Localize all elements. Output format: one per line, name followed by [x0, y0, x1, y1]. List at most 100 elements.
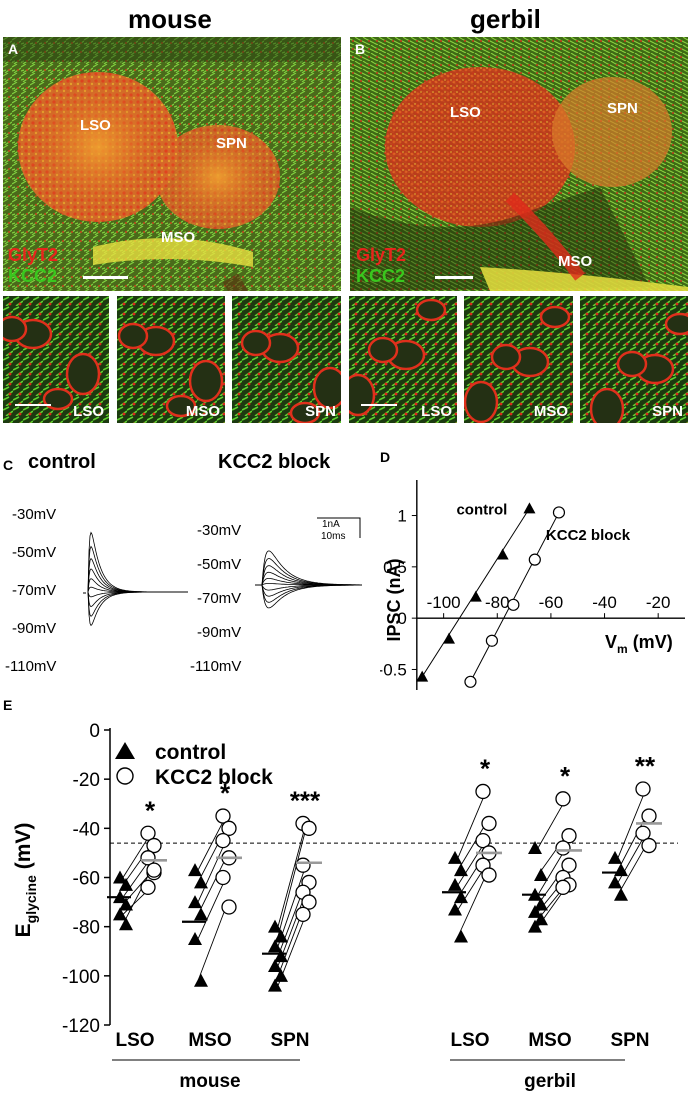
kcc2-block-point [635, 781, 651, 797]
control-point [469, 590, 482, 602]
inset-region-label: LSO [73, 403, 104, 420]
control-point [416, 670, 429, 682]
control-point [448, 902, 462, 916]
kcc2-block-point [301, 820, 317, 836]
pair-line [197, 840, 227, 903]
pair-line [617, 815, 647, 871]
kcc2-block-point [481, 815, 497, 832]
block-series-label: KCC2 block [546, 527, 631, 544]
x-tick-label: -60 [539, 593, 564, 612]
kcc2-block-point [221, 899, 237, 915]
pair-line [197, 877, 227, 940]
control-point [528, 919, 542, 933]
y-tick-label: -60 [73, 869, 100, 890]
kcc2-block-point [552, 506, 566, 519]
control-point [523, 502, 536, 514]
kcc2-block-point [561, 828, 577, 844]
group-label-gerbil: gerbil [524, 1071, 576, 1092]
significance-marker: * [220, 778, 231, 808]
control-point [454, 863, 468, 877]
category-label: SPN [610, 1030, 649, 1051]
y-tick-label: 1 [397, 507, 406, 526]
control-point [119, 877, 133, 891]
control-point [443, 632, 455, 644]
inset-region-label: SPN [652, 403, 683, 420]
y-tick-label: 0 [397, 609, 406, 628]
y-tick-label: -20 [73, 770, 100, 791]
y-axis-title: Eglycine (mV) [12, 823, 39, 938]
inset-micrograph: MSO [117, 296, 225, 423]
panel-d-chart: D 1 0.5 0 -0.5 -100 -80 -60 -40 -20 IPSC (nA) Vm (m… [380, 450, 685, 690]
panel-a-scale-bar [83, 276, 128, 279]
x-tick-label: -20 [646, 593, 671, 612]
pair-line [277, 828, 307, 937]
control-point [188, 931, 202, 945]
x-axis-title: Vm (mV) [605, 632, 673, 656]
group-label-mouse: mouse [179, 1071, 240, 1092]
pair-line [617, 845, 647, 895]
inset-micrograph: LSO [3, 296, 109, 423]
x-tick-label: -40 [592, 593, 617, 612]
current-trace [87, 568, 188, 593]
pair-line [457, 874, 487, 937]
control-point [454, 929, 468, 943]
control-point [274, 968, 288, 982]
mouse-column-title: mouse [128, 4, 212, 34]
y-tick-label: 0 [89, 721, 100, 742]
current-trace [261, 584, 362, 609]
control-point [188, 863, 202, 877]
control-point [528, 841, 542, 854]
control-traces [87, 531, 188, 627]
kcc2-block-point [215, 832, 231, 849]
inset-region-label: MSO [185, 403, 220, 420]
block-voltage-label: -50mV [197, 556, 241, 573]
control-point [534, 897, 548, 911]
control-point [614, 863, 628, 877]
panel-c-control-title: control [28, 451, 96, 473]
kcc2-block-point [221, 820, 237, 836]
kcc2-block-point [215, 869, 231, 886]
panel-a-spn-label: SPN [216, 135, 247, 152]
panel-b-glyt2-label: GlyT2 [356, 245, 407, 265]
control-point [448, 877, 462, 891]
pair-line [457, 791, 487, 859]
control-point [268, 939, 282, 953]
legend-control-label: control [155, 741, 226, 764]
control-point [188, 895, 202, 909]
kcc2-block-point [641, 837, 657, 854]
panel-b-spn-label: SPN [607, 100, 638, 117]
significance-marker: * [480, 753, 491, 783]
kcc2-block-point [528, 553, 541, 566]
kcc2-block-point [555, 791, 571, 807]
control-point [274, 929, 288, 943]
kcc2-block-point [146, 862, 162, 878]
kcc2-block-point [215, 808, 231, 824]
inset-region-label: SPN [305, 403, 336, 420]
y-tick-label: -40 [73, 819, 100, 840]
block-voltage-label: -110mV [190, 658, 241, 675]
category-label: MSO [528, 1030, 571, 1051]
y-tick-label: -100 [62, 967, 100, 988]
panel-c-label: C [3, 457, 14, 473]
block-voltage-label: -30mV [197, 522, 241, 539]
control-point [454, 890, 468, 904]
category-label: LSO [115, 1030, 154, 1051]
panel-b-kcc2-label: KCC2 [356, 266, 406, 286]
inset-micrograph: SPN [580, 296, 688, 423]
legend-block-marker [116, 767, 134, 785]
control-point [194, 973, 208, 987]
kcc2-block-point [140, 879, 156, 895]
significance-marker: ** [635, 751, 656, 781]
kcc2-block-point [555, 840, 571, 856]
kcc2-block-point [555, 879, 571, 895]
control-point [448, 850, 462, 864]
control-point [608, 875, 622, 889]
current-trace [87, 531, 188, 593]
pair-line [122, 872, 152, 905]
category-label: MSO [188, 1030, 231, 1051]
panel-b-lso-label: LSO [450, 104, 481, 121]
panel-a-kcc2-label: KCC2 [8, 266, 58, 286]
control-point [496, 548, 509, 560]
control-point [113, 907, 127, 921]
control-voltage-label: -50mV [12, 544, 56, 561]
